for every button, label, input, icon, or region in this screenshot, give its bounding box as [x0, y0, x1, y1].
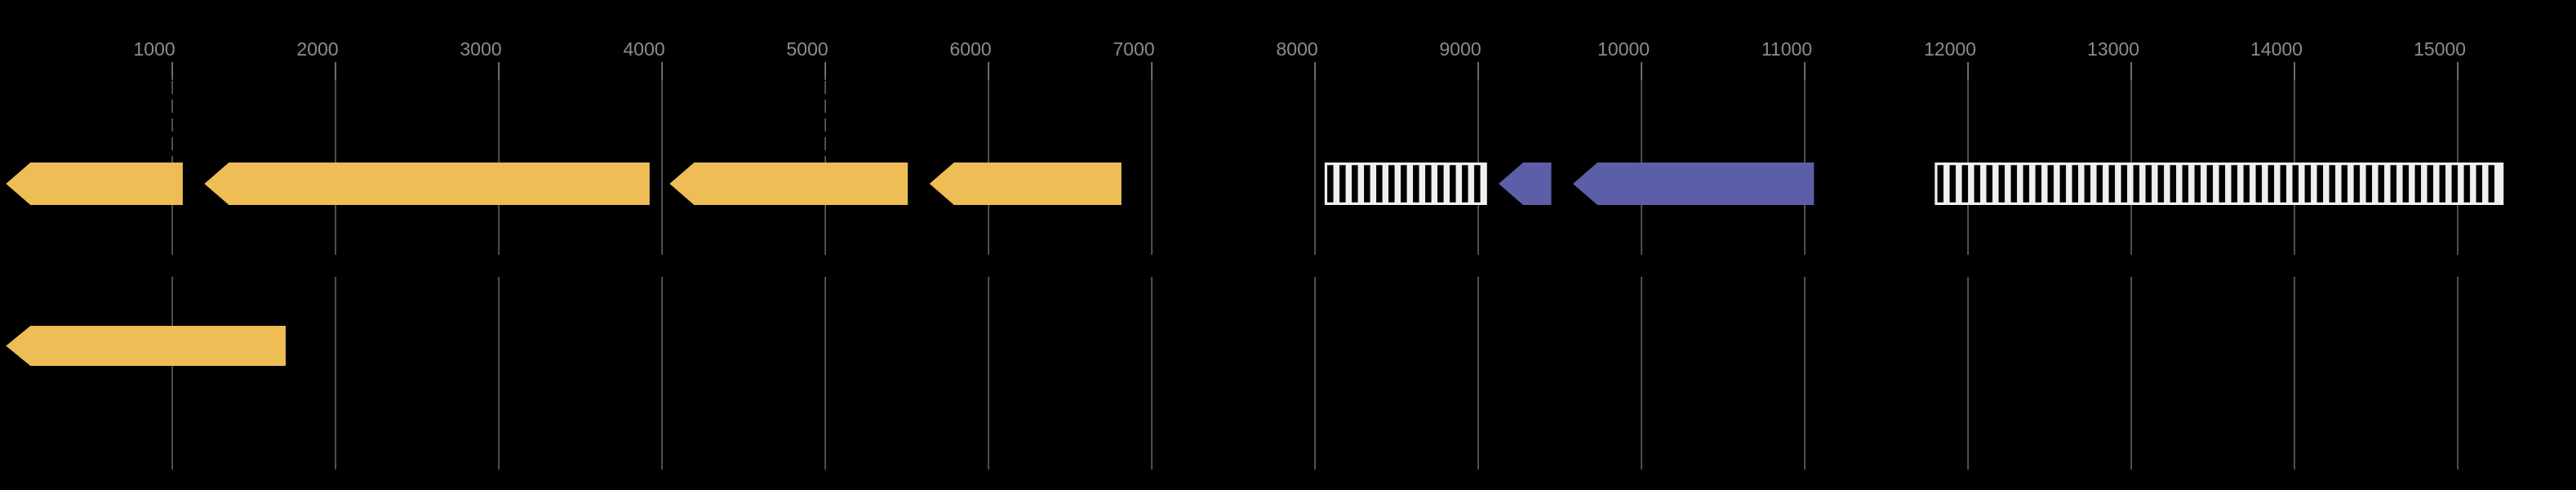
svg-text:4000: 4000 — [624, 38, 665, 60]
svg-text:9000: 9000 — [1440, 38, 1481, 60]
svg-text:2000: 2000 — [297, 38, 339, 60]
svg-text:10000: 10000 — [1597, 38, 1650, 60]
svg-text:1000: 1000 — [134, 38, 175, 60]
svg-text:6000: 6000 — [950, 38, 992, 60]
svg-text:12000: 12000 — [1924, 38, 1976, 60]
svg-text:13000: 13000 — [2087, 38, 2139, 60]
svg-text:8000: 8000 — [1277, 38, 1318, 60]
svg-text:3000: 3000 — [460, 38, 502, 60]
svg-text:15000: 15000 — [2414, 38, 2466, 60]
svg-text:7000: 7000 — [1113, 38, 1155, 60]
svg-text:14000: 14000 — [2250, 38, 2303, 60]
svg-text:5000: 5000 — [787, 38, 828, 60]
svg-text:11000: 11000 — [1761, 38, 1812, 60]
